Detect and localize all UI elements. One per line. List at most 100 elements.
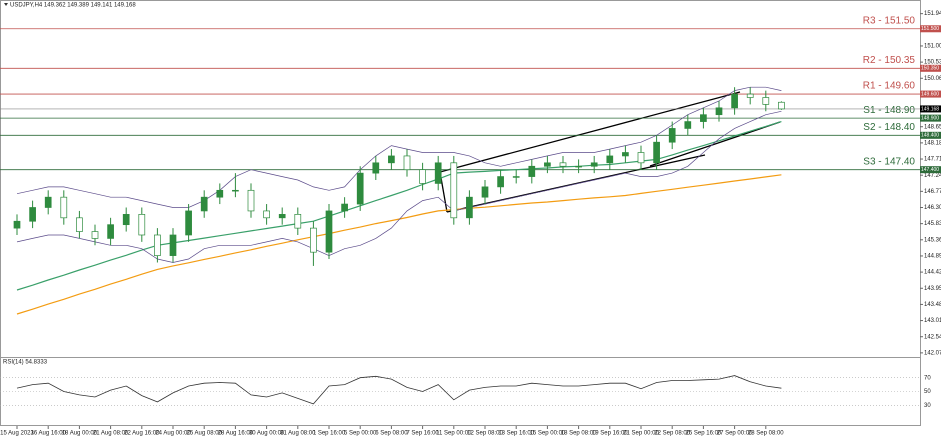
current-tag: 149.168 bbox=[921, 106, 939, 112]
level-tag-box bbox=[920, 131, 941, 139]
candle-body bbox=[497, 176, 504, 188]
candle-body bbox=[247, 189, 255, 212]
y-tick-label: 143.010 bbox=[924, 318, 941, 324]
candle-body bbox=[216, 189, 224, 198]
y-tick-label: 143.480 bbox=[924, 302, 941, 308]
candle-body bbox=[60, 196, 68, 219]
candle-body bbox=[200, 196, 208, 212]
y-tick-label: 142.070 bbox=[924, 350, 941, 356]
x-tick-label: 30 Aug 00:00 bbox=[249, 431, 285, 437]
candle-body bbox=[154, 234, 161, 256]
chart-title: USDJPY,H4 149.362 149.389 149.141 149.16… bbox=[10, 3, 136, 9]
candle-body bbox=[700, 114, 707, 122]
y-tick-label: 147.710 bbox=[924, 157, 941, 163]
rsi-title: RSI(14) 54.8333 bbox=[3, 360, 48, 366]
x-tick-label: 25 Sep 16:00 bbox=[686, 431, 722, 437]
level-tag: 148.900 bbox=[921, 115, 939, 121]
x-tick-label: 21 Sep 00:00 bbox=[623, 431, 659, 437]
candle-body bbox=[528, 165, 536, 177]
x-tick-label: 15 Aug 2023 bbox=[0, 431, 34, 437]
x-tick-label: 27 Sep 00:00 bbox=[717, 431, 753, 437]
y-tick-label: 151.000 bbox=[924, 44, 941, 50]
x-tick-label: 12 Sep 08:00 bbox=[467, 431, 503, 437]
level-tag: 150.350 bbox=[921, 66, 939, 72]
level-tag-box bbox=[920, 166, 941, 174]
x-tick-label: 15 Sep 00:00 bbox=[530, 431, 566, 437]
x-tick-label: 11 Sep 00:00 bbox=[436, 431, 472, 437]
candle-body bbox=[481, 186, 489, 198]
level-label: S1 - 148.90 bbox=[863, 105, 915, 116]
x-tick-label: 5 Sep 00:00 bbox=[344, 431, 377, 437]
level-label: S2 - 148.40 bbox=[863, 122, 915, 133]
y-tick-label: 143.950 bbox=[924, 286, 941, 292]
candle-body bbox=[622, 152, 629, 157]
x-tick-label: 31 Aug 08:00 bbox=[280, 431, 316, 437]
indicator-line bbox=[16, 110, 782, 263]
x-tick-label: 16 Aug 16:00 bbox=[31, 431, 67, 437]
candle-body bbox=[450, 162, 458, 219]
candle-body bbox=[122, 214, 130, 226]
y-tick-label: 144.420 bbox=[924, 270, 941, 276]
level-label: R2 - 150.35 bbox=[863, 55, 916, 66]
plot-frame bbox=[0, 0, 921, 426]
indicator-line bbox=[16, 121, 782, 291]
x-tick-label: 18 Sep 08:00 bbox=[561, 431, 597, 437]
candle-body bbox=[512, 176, 520, 178]
candle-body bbox=[356, 172, 364, 205]
candle-body bbox=[762, 97, 770, 105]
level-tag: 148.400 bbox=[921, 133, 939, 139]
y-tick-label: 150.060 bbox=[924, 76, 941, 82]
candle-body bbox=[403, 155, 411, 171]
y-tick-label: 148.650 bbox=[924, 124, 941, 130]
candle-body bbox=[715, 107, 723, 116]
x-tick-label: 22 Sep 08:00 bbox=[654, 431, 690, 437]
candle-body bbox=[91, 231, 99, 239]
channel-upper bbox=[439, 91, 741, 173]
candle-body bbox=[278, 214, 286, 219]
current-tag-box bbox=[920, 105, 941, 113]
x-tick-label: 13 Sep 16:00 bbox=[498, 431, 534, 437]
y-tick-label: 146.770 bbox=[924, 189, 941, 195]
y-tick-label: 145.830 bbox=[924, 221, 941, 227]
x-tick-label: 22 Aug 16:00 bbox=[124, 431, 160, 437]
indicator-line bbox=[16, 174, 782, 315]
level-tag: 149.600 bbox=[921, 91, 939, 97]
candle-body bbox=[731, 93, 738, 109]
candle-body bbox=[653, 141, 660, 164]
candle-body bbox=[544, 162, 551, 167]
level-label: R3 - 151.50 bbox=[863, 15, 916, 26]
x-tick-label: 24 Aug 00:00 bbox=[155, 431, 191, 437]
trendline bbox=[649, 121, 781, 167]
candle-body bbox=[668, 128, 676, 143]
y-tick-label: 144.890 bbox=[924, 254, 941, 260]
rsi-tick-label: 30 bbox=[924, 403, 931, 409]
indicator-line bbox=[16, 86, 782, 208]
candle-body bbox=[575, 165, 582, 168]
candle-body bbox=[263, 210, 270, 219]
level-tag-box bbox=[920, 90, 941, 98]
x-tick-label: 19 Sep 16:00 bbox=[592, 431, 628, 437]
rsi-tick-label: 50 bbox=[924, 389, 931, 395]
candle-body bbox=[590, 162, 598, 167]
channel-lower bbox=[446, 154, 706, 213]
candle-body bbox=[13, 220, 21, 229]
candle-body bbox=[169, 234, 177, 256]
candle-body bbox=[44, 196, 52, 208]
candle-body bbox=[76, 217, 83, 232]
candle-body bbox=[466, 196, 473, 219]
level-tag: 151.500 bbox=[921, 26, 939, 32]
x-tick-label: 1 Sep 16:00 bbox=[313, 431, 346, 437]
candle-body bbox=[388, 155, 395, 164]
rsi-tick-label: 70 bbox=[924, 375, 931, 381]
y-tick-label: 142.540 bbox=[924, 334, 941, 340]
rsi-line bbox=[16, 375, 782, 405]
x-tick-label: 28 Aug 16:00 bbox=[218, 431, 254, 437]
x-tick-label: 6 Sep 08:00 bbox=[375, 431, 408, 437]
candle-body bbox=[606, 155, 614, 164]
x-tick-label: 18 Aug 00:00 bbox=[62, 431, 98, 437]
level-tag: 147.400 bbox=[921, 167, 939, 173]
y-tick-label: 147.240 bbox=[924, 173, 941, 179]
level-tag-box bbox=[920, 114, 941, 122]
level-label: S3 - 147.40 bbox=[863, 156, 915, 167]
